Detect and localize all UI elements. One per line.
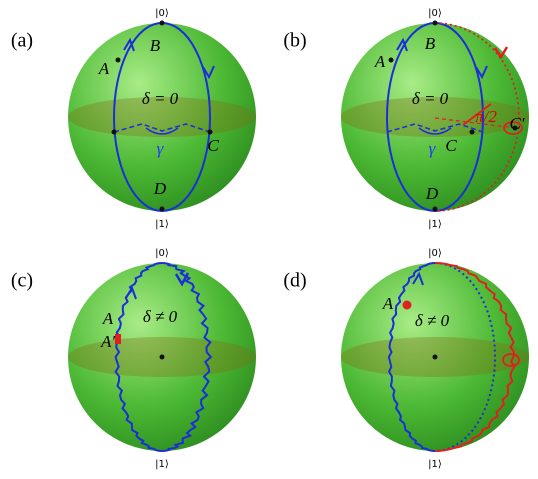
arrow xyxy=(125,285,137,300)
arrow xyxy=(202,65,215,80)
dotted-right xyxy=(434,262,497,452)
red-meridian xyxy=(434,22,520,212)
panel: (d) |0⟩ |1⟩ Aδ ≠ 0 xyxy=(283,248,529,470)
annotation: C′ xyxy=(509,114,524,133)
point xyxy=(159,354,165,360)
annotation: D xyxy=(153,179,167,198)
ket-one: |1⟩ xyxy=(428,459,442,470)
wavy-left xyxy=(114,262,163,452)
annotation: δ = 0 xyxy=(142,89,179,108)
point xyxy=(432,354,438,360)
annotation: A′ xyxy=(100,332,115,351)
red-arrowhead xyxy=(493,46,509,60)
annotation: δ = 0 xyxy=(412,89,449,108)
panel-label: (c) xyxy=(11,270,33,292)
red-dot xyxy=(402,300,412,310)
point xyxy=(388,57,394,63)
dashed-path xyxy=(386,123,484,133)
annotation: π/2 xyxy=(475,107,497,126)
point xyxy=(207,129,213,135)
annotation: δ ≠ 0 xyxy=(143,307,178,326)
arrow xyxy=(412,271,424,286)
annotation: A xyxy=(382,294,394,313)
ket-one: |1⟩ xyxy=(155,219,169,230)
red-loop xyxy=(502,353,520,367)
point xyxy=(469,129,475,135)
ket-one: |1⟩ xyxy=(428,219,442,230)
annotation: B xyxy=(150,36,161,55)
annotation: γ xyxy=(157,139,165,158)
annotation: A xyxy=(374,52,386,71)
annotation: C xyxy=(207,136,219,155)
ket-zero: |0⟩ xyxy=(155,248,169,259)
annotation: A xyxy=(98,59,110,78)
red-loop xyxy=(503,121,523,135)
annotation: δ ≠ 0 xyxy=(415,311,450,330)
wavy-left xyxy=(387,262,436,452)
wavy-right xyxy=(161,262,213,452)
sphere xyxy=(68,23,256,211)
arrow xyxy=(396,37,408,52)
point xyxy=(432,206,438,212)
point xyxy=(432,20,438,26)
arrow xyxy=(123,37,135,52)
red-wavy xyxy=(434,262,516,452)
dashed-path xyxy=(113,123,211,133)
panel-label: (a) xyxy=(11,30,33,52)
point xyxy=(159,206,165,212)
annotation: C xyxy=(445,136,457,155)
red-mark xyxy=(115,334,121,344)
gamma-arc xyxy=(418,127,452,135)
annotation: B xyxy=(425,34,436,53)
annotation: A xyxy=(102,309,114,328)
sphere xyxy=(341,23,529,211)
panel: (b) |0⟩ |1⟩ A Bδ = 0 π/2 C C′ γ D xyxy=(283,8,529,230)
ket-zero: |0⟩ xyxy=(428,8,442,19)
annotation: γ xyxy=(429,139,437,158)
ket-one: |1⟩ xyxy=(155,459,169,470)
red-arrow xyxy=(462,103,492,126)
panel: (a) |0⟩ |1⟩ A Bδ = 0 C Dγ xyxy=(11,8,256,230)
point xyxy=(115,57,121,63)
annotation: D xyxy=(425,184,439,203)
point xyxy=(111,129,117,135)
ket-zero: |0⟩ xyxy=(428,248,442,259)
point xyxy=(512,125,518,131)
gamma-arc xyxy=(145,127,179,135)
point xyxy=(159,20,165,26)
panel-label: (b) xyxy=(283,30,306,52)
ket-zero: |0⟩ xyxy=(155,8,169,19)
arrow xyxy=(475,65,488,80)
panel-label: (d) xyxy=(283,270,306,292)
panel: (c) |0⟩ |1⟩ A A′ δ ≠ 0 xyxy=(11,248,256,470)
arrow xyxy=(174,272,190,287)
